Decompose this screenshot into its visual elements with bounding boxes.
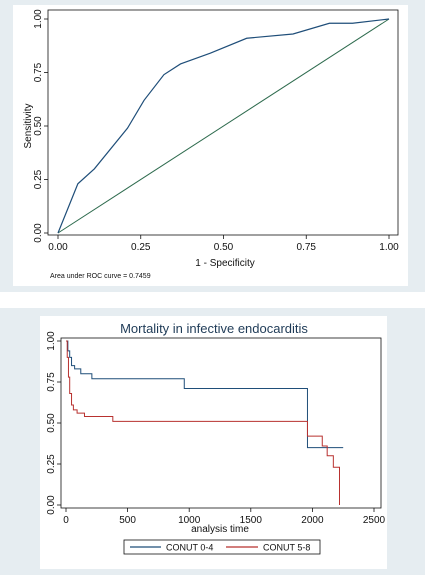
roc-x-tick-label: 0.00 (48, 242, 68, 253)
km-survival-line-conut04 (66, 340, 344, 449)
roc-x-tick-label: 0.50 (214, 242, 234, 253)
km-y-tick-label: 0.25 (46, 454, 57, 474)
roc-curve-line (57, 18, 390, 234)
km-x-tick-label: 500 (119, 515, 136, 526)
roc-panel: 1 - Specificity Sensitivity Area under R… (0, 0, 425, 292)
km-chart-title: Mortality in infective endocarditis (120, 321, 308, 336)
roc-x-tick-label: 0.25 (131, 242, 151, 253)
km-x-tick-label: 2000 (301, 515, 324, 526)
roc-x-tick-label: 1.00 (379, 242, 399, 253)
roc-reference-line (57, 18, 390, 234)
roc-y-tick-label: 0.50 (33, 116, 44, 136)
km-x-tick-label: 2500 (363, 515, 386, 526)
km-y-tick-label: 0.50 (46, 413, 57, 433)
km-y-tick-label: 0.00 (46, 495, 57, 515)
km-y-tick-label: 0.75 (46, 372, 57, 392)
roc-y-tick-label: 0.75 (33, 62, 44, 82)
roc-auc-note: Area under ROC curve = 0.7459 (50, 273, 151, 280)
roc-y-axis-title: Sensitivity (23, 103, 34, 148)
km-legend-frame (123, 539, 321, 555)
km-legend: CONUT 0-4 CONUT 5-8 (123, 539, 321, 555)
km-x-tick-label: 0 (63, 515, 69, 526)
km-survival-line-conut58 (66, 340, 340, 505)
km-panel: Mortality in infective endocarditis anal… (0, 308, 425, 575)
roc-y-tick-label: 0.25 (33, 169, 44, 189)
km-plot-frame (60, 337, 382, 509)
km-y-tick-label: 1.00 (46, 331, 57, 351)
legend-label-conut-0-4: CONUT 0-4 (166, 543, 213, 553)
km-x-tick-label: 1000 (178, 515, 201, 526)
roc-plot-frame (47, 9, 399, 236)
km-chart: Mortality in infective endocarditis anal… (40, 316, 387, 569)
roc-x-tick-label: 0.75 (297, 242, 317, 253)
roc-y-tick-label: 1.00 (33, 9, 44, 29)
legend-label-conut-5-8: CONUT 5-8 (263, 543, 310, 553)
roc-y-tick-label: 0.00 (33, 223, 44, 243)
roc-chart: 1 - Specificity Sensitivity Area under R… (13, 5, 408, 286)
roc-x-axis-title: 1 - Specificity (195, 258, 254, 269)
km-x-tick-label: 1500 (240, 515, 263, 526)
km-x-axis-title: analysis time (191, 524, 249, 535)
